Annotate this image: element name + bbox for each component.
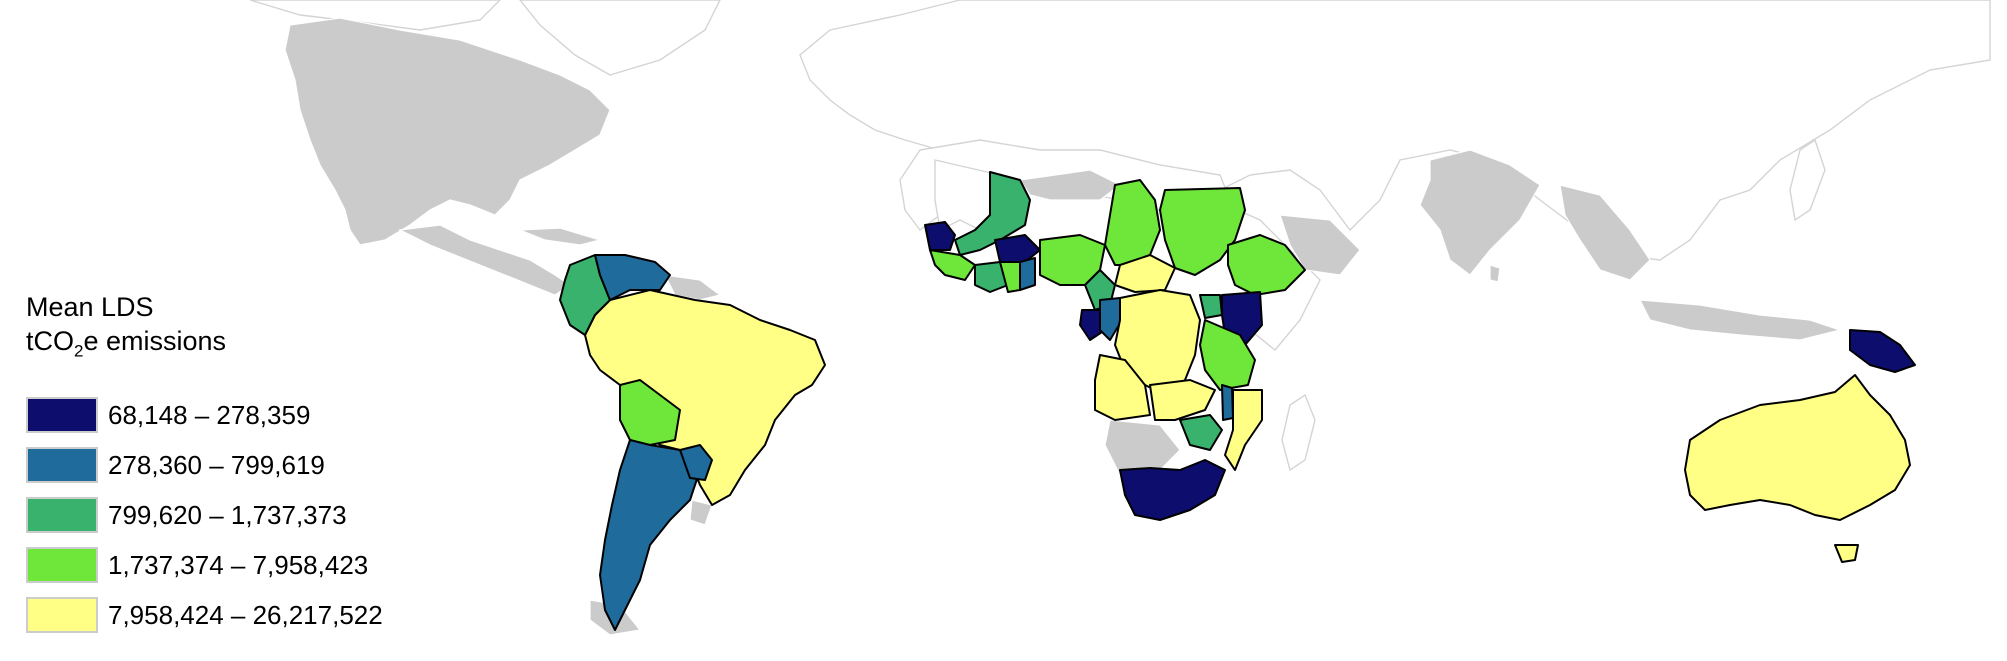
region-sudan xyxy=(1159,187,1246,276)
legend-item: 799,620 – 1,737,373 xyxy=(26,490,383,540)
arctic-canada-outline xyxy=(249,0,501,31)
sri-lanka-land xyxy=(1489,264,1501,283)
legend-label: 68,148 – 278,359 xyxy=(108,399,311,430)
region-venezuela xyxy=(594,254,671,301)
legend-label: 7,958,424 – 26,217,522 xyxy=(108,599,383,630)
uruguay-chile-land xyxy=(689,499,713,526)
region-brazil xyxy=(584,289,826,506)
legend-label: 1,737,374 – 7,958,423 xyxy=(108,549,369,580)
legend-item: 68,148 – 278,359 xyxy=(26,390,383,440)
region-south-africa xyxy=(1119,459,1226,521)
indonesia-land xyxy=(1638,299,1843,341)
legend-label: 278,360 – 799,619 xyxy=(108,449,325,480)
no-data-land-layer xyxy=(284,17,1843,636)
madagascar-outline xyxy=(1281,393,1316,472)
region-papua-new-guinea xyxy=(1849,329,1916,373)
region-angola xyxy=(1094,354,1151,421)
legend-item: 7,958,424 – 26,217,522 xyxy=(26,590,383,640)
region-uganda xyxy=(1199,294,1223,319)
legend-swatch xyxy=(26,397,98,434)
libya-egypt-land xyxy=(1018,169,1122,201)
region-gabon xyxy=(1079,309,1106,341)
se-asia-land xyxy=(1559,184,1651,281)
cuba-land xyxy=(519,227,603,246)
region-mali xyxy=(954,171,1031,256)
region-paraguay xyxy=(679,444,713,481)
region-zambia xyxy=(1149,379,1216,421)
region-togo-benin xyxy=(1019,257,1036,291)
guianas-land xyxy=(663,274,722,301)
region-mozambique xyxy=(1224,389,1263,471)
legend-subtitle-suffix: e emissions xyxy=(83,326,227,356)
region-bolivia xyxy=(619,379,681,446)
legend-title: Mean LDS xyxy=(26,292,154,322)
legend-swatch xyxy=(26,547,98,584)
region-mauritania xyxy=(924,221,956,251)
legend-item: 278,360 – 799,619 xyxy=(26,440,383,490)
japan-outline xyxy=(1789,138,1826,222)
legend-subtitle-subscript: 2 xyxy=(74,341,84,361)
legend-item: 1,737,374 – 7,958,423 xyxy=(26,540,383,590)
region-tasmania xyxy=(1834,544,1859,563)
legend-subtitle-prefix: tCO xyxy=(26,326,75,356)
region-argentina xyxy=(599,439,701,631)
arabia-land xyxy=(1279,214,1361,276)
region-australia xyxy=(1684,374,1911,521)
eurasia-outline xyxy=(799,0,1991,261)
legend-label: 799,620 – 1,737,373 xyxy=(108,499,347,530)
legend-items: 68,148 – 278,359 278,360 – 799,619 799,6… xyxy=(26,390,383,640)
region-ivory-coast xyxy=(974,261,1009,293)
legend-swatch xyxy=(26,497,98,534)
region-senegal-guinea xyxy=(929,249,976,281)
region-malawi xyxy=(1221,384,1234,421)
greenland-outline xyxy=(519,0,721,76)
region-zimbabwe xyxy=(1179,414,1223,451)
region-ethiopia xyxy=(1227,234,1306,296)
north-america-land xyxy=(284,17,611,246)
region-tanzania xyxy=(1199,319,1256,391)
india-land xyxy=(1419,149,1541,276)
region-burkina-faso xyxy=(994,234,1041,263)
shaded-countries-layer xyxy=(559,171,1916,631)
legend-swatch xyxy=(26,597,98,634)
map-legend: Mean LDS tCO2e emissions 68,148 – 278,35… xyxy=(26,290,383,640)
legend-swatch xyxy=(26,447,98,484)
legend-subtitle: tCO2e emissions xyxy=(26,324,383,368)
